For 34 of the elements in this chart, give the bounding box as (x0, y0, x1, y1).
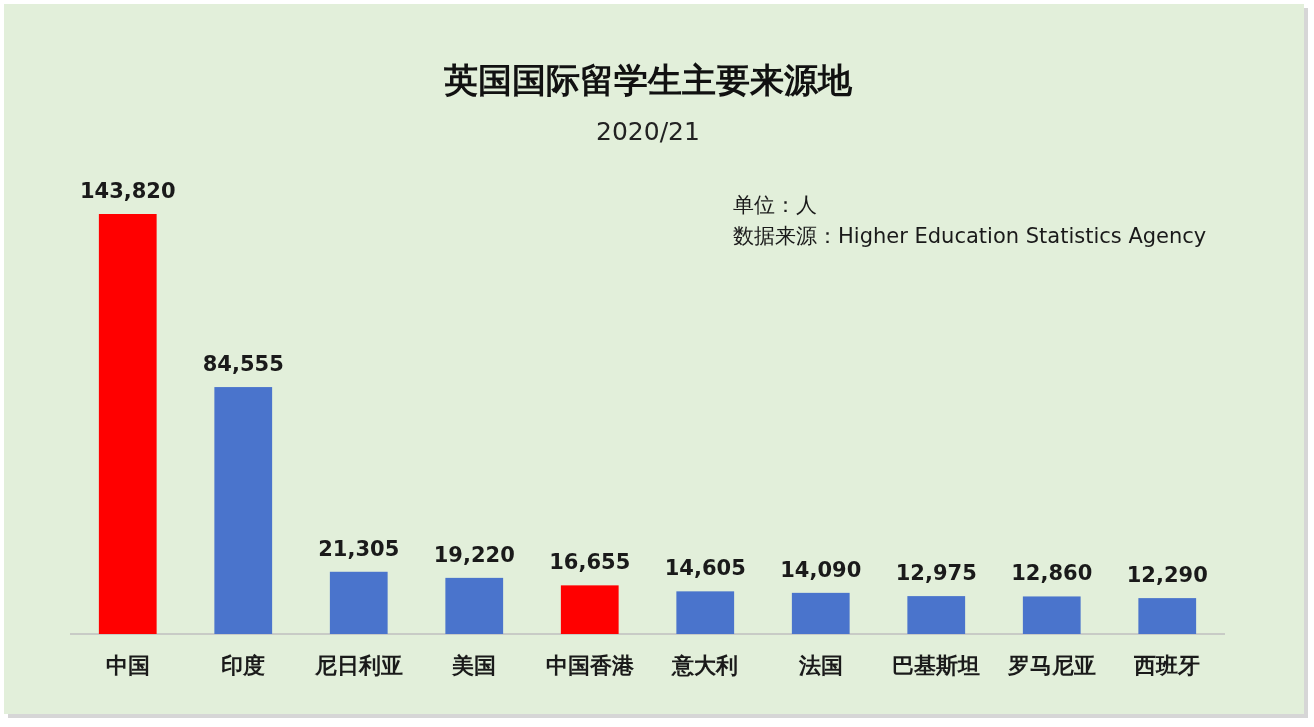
data-label: 143,820 (79, 179, 176, 203)
chart-subtitle: 2020/21 (596, 117, 700, 146)
data-label: 84,555 (202, 352, 284, 377)
bar (907, 596, 966, 634)
bar (676, 591, 735, 634)
x-tick-label: 印度 (221, 653, 266, 678)
bar (1022, 596, 1081, 634)
x-tick-label: 尼日利亚 (313, 653, 403, 678)
data-label: 12,860 (1011, 561, 1093, 586)
bar (560, 585, 619, 634)
bar (445, 577, 504, 634)
x-tick-label: 法国 (797, 653, 843, 678)
data-label: 12,975 (895, 561, 977, 586)
bar (791, 592, 850, 634)
chart-title: 英国国际留学生主要来源地 (443, 60, 853, 100)
data-label: 14,090 (780, 557, 862, 582)
annotation: 数据来源：Higher Education Statistics Agency (733, 224, 1207, 248)
x-tick-label: 巴基斯坦 (892, 653, 981, 678)
bar (98, 214, 157, 634)
bar (214, 387, 273, 634)
x-tick-label: 中国香港 (545, 653, 635, 678)
x-tick-label: 意大利 (671, 653, 739, 678)
data-label: 19,220 (433, 542, 515, 567)
data-label: 12,290 (1126, 563, 1208, 588)
x-tick-label: 罗马尼亚 (1006, 653, 1096, 678)
bar (1138, 598, 1197, 634)
x-tick-label: 中国 (105, 653, 150, 678)
x-tick-label: 西班牙 (1133, 653, 1201, 678)
bar (329, 571, 388, 634)
data-label: 16,655 (549, 550, 631, 575)
x-tick-label: 美国 (451, 653, 497, 678)
annotation: 单位：人 (733, 193, 817, 217)
data-label: 14,605 (664, 556, 746, 581)
data-label: 21,305 (318, 536, 400, 561)
